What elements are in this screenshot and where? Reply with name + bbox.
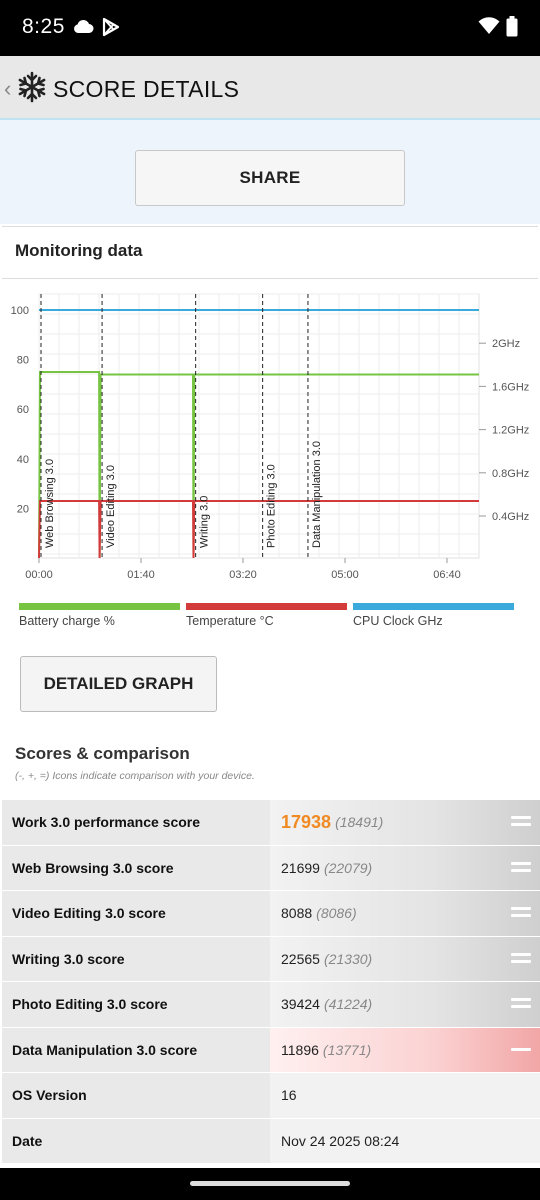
status-time: 8:25 — [22, 15, 65, 38]
divider — [2, 278, 538, 279]
score-value-cell: 22565 (21330) — [270, 936, 540, 981]
info-value: 16 — [281, 1087, 297, 1104]
score-reference: (18491) — [335, 814, 384, 831]
info-row-os-version: OS Version 16 — [2, 1073, 540, 1119]
score-name: Data Manipulation 3.0 score — [2, 1027, 270, 1072]
back-chevron-icon[interactable]: ‹ — [4, 76, 12, 101]
score-name: Work 3.0 performance score — [2, 800, 270, 845]
info-value: Nov 24 2025 08:24 — [281, 1132, 400, 1149]
marker-label: Data Manipulation 3.0 — [311, 441, 323, 548]
x-tick-label: 06:40 — [433, 569, 461, 581]
marker-label: Photo Editing 3.0 — [266, 464, 278, 548]
x-tick-label: 00:00 — [25, 569, 53, 581]
page-title: SCORE DETAILS — [53, 76, 240, 102]
score-row-web-browsing[interactable]: Web Browsing 3.0 score 21699 (22079) — [2, 845, 540, 891]
y-tick-label: 100 — [11, 305, 29, 317]
score-reference: (22079) — [323, 859, 373, 876]
y-tick-label: 80 — [17, 355, 29, 367]
right-tick-label: 1.6GHz — [492, 381, 529, 393]
app-bar: ‹ SCORE DETAILS — [0, 56, 540, 120]
score-row-writing[interactable]: Writing 3.0 score 22565 (21330) — [2, 936, 540, 982]
equal-icon — [511, 998, 531, 1010]
score-value: 11896 — [281, 1041, 319, 1058]
score-value: 8088 — [281, 905, 313, 922]
legend-temperature: Temperature °C — [186, 603, 347, 633]
legend-label-cpu-clock: CPU Clock GHz — [353, 614, 443, 628]
share-section: SHARE — [0, 120, 540, 224]
score-value-cell: 39424 (41224) — [270, 982, 540, 1027]
score-value-cell: 21699 (22079) — [270, 845, 540, 890]
score-reference: (21330) — [323, 950, 373, 967]
right-tick-label: 0.4GHz — [492, 511, 529, 523]
equal-icon — [511, 816, 531, 828]
play-store-icon — [102, 17, 120, 37]
score-row-work[interactable]: Work 3.0 performance score 17938 (18491) — [2, 800, 540, 846]
home-gesture-handle[interactable] — [190, 1181, 350, 1186]
info-row-date: Date Nov 24 2025 08:24 — [2, 1118, 540, 1164]
score-value-cell: 8088 (8086) — [270, 891, 540, 936]
marker-label: Web Browsing 3.0 — [44, 459, 56, 548]
score-row-video-editing[interactable]: Video Editing 3.0 score 8088 (8086) — [2, 891, 540, 937]
battery-icon — [506, 16, 518, 37]
y-tick-label: 20 — [17, 503, 29, 515]
detailed-graph-button[interactable]: DETAILED GRAPH — [20, 656, 217, 712]
legend-battery: Battery charge % — [19, 603, 180, 633]
monitoring-card: Monitoring data 20 40 60 80 100 0.4GHz 0.8GHz 1… — [2, 226, 540, 1168]
info-name: Date — [2, 1118, 270, 1163]
scores-subtitle: (-, +, =) Icons indicate comparison with… — [15, 770, 255, 782]
equal-icon — [511, 952, 531, 965]
wifi-icon — [478, 17, 500, 34]
equal-icon — [511, 907, 531, 919]
right-tick-label: 0.8GHz — [492, 468, 529, 480]
info-name: OS Version — [2, 1073, 270, 1118]
marker-label: Writing 3.0 — [199, 496, 211, 548]
x-tick-label: 05:00 — [331, 569, 359, 581]
legend-cpu-clock: CPU Clock GHz — [353, 603, 514, 633]
cloud-icon — [74, 19, 94, 33]
right-tick-label: 2GHz — [492, 338, 520, 350]
score-reference: (13771) — [322, 1041, 372, 1058]
monitoring-title: Monitoring data — [15, 241, 143, 260]
monitoring-chart: 20 40 60 80 100 0.4GHz 0.8GHz 1.2GHz 1.6GHz 2GHz 0… — [11, 293, 529, 581]
legend-swatch-temperature — [186, 603, 347, 610]
score-name: Web Browsing 3.0 score — [2, 845, 270, 890]
snowflake-logo-icon — [18, 71, 46, 103]
score-value-cell: 11896 (13771) — [270, 1027, 540, 1072]
share-button[interactable]: SHARE — [135, 150, 405, 206]
score-name: Photo Editing 3.0 score — [2, 982, 270, 1027]
legend-label-battery: Battery charge % — [19, 614, 115, 628]
score-value: 17938 — [281, 811, 332, 832]
scores-title: Scores & comparison — [15, 744, 190, 763]
info-value-cell: 16 — [270, 1073, 540, 1118]
score-value: 39424 — [281, 996, 320, 1013]
equal-icon — [511, 861, 531, 874]
score-value: 22565 — [281, 950, 320, 967]
score-name: Video Editing 3.0 score — [2, 891, 270, 936]
score-reference: (41224) — [323, 996, 373, 1013]
score-name: Writing 3.0 score — [2, 936, 270, 981]
score-reference: (8086) — [316, 905, 357, 922]
legend-swatch-cpu-clock — [353, 603, 514, 610]
navigation-bar — [0, 1168, 540, 1200]
right-tick-label: 1.2GHz — [492, 425, 529, 437]
y-tick-label: 40 — [17, 454, 29, 466]
score-table: Work 3.0 performance score 17938 (18491)… — [2, 800, 540, 1164]
x-tick-label: 03:20 — [229, 569, 257, 581]
score-value-cell: 17938 (18491) — [270, 800, 540, 845]
score-row-photo-editing[interactable]: Photo Editing 3.0 score 39424 (41224) — [2, 982, 540, 1028]
score-value: 21699 — [281, 859, 320, 876]
series-line — [38, 371, 479, 559]
status-bar: 8:25 — [0, 0, 540, 56]
x-tick-label: 01:40 — [127, 569, 155, 581]
y-tick-label: 60 — [17, 404, 29, 416]
legend-label-temperature: Temperature °C — [186, 614, 274, 628]
score-row-data-manipulation[interactable]: Data Manipulation 3.0 score 11896 (13771… — [2, 1027, 540, 1073]
series-line — [38, 500, 479, 559]
legend-swatch-battery — [19, 603, 180, 610]
app-screen: ‹ SCORE DETAILS SHARE Monitoring data 20… — [0, 56, 540, 1168]
info-value-cell: Nov 24 2025 08:24 — [270, 1118, 540, 1163]
minus-icon — [511, 1047, 531, 1051]
marker-label: Video Editing 3.0 — [105, 465, 117, 548]
